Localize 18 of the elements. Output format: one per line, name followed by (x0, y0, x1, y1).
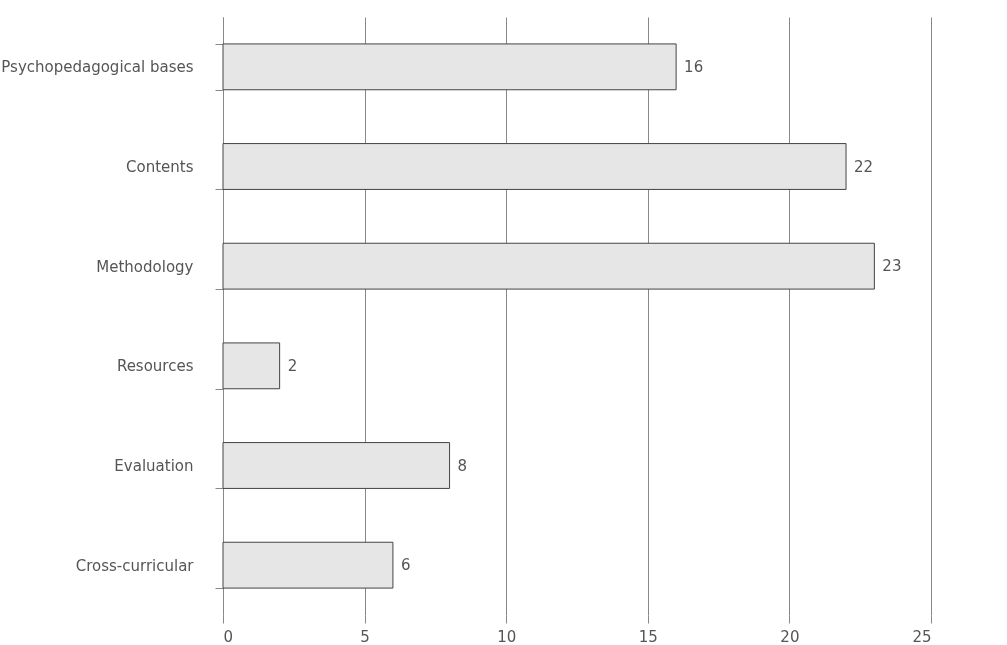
y-tick-label: Evaluation (114, 457, 194, 475)
y-tick-label: Methodology (96, 257, 194, 276)
data-label: 16 (684, 57, 704, 76)
data-label: 23 (882, 257, 902, 276)
data-label: 22 (854, 157, 874, 176)
x-tick-label: 20 (780, 627, 800, 645)
y-tick-label: Cross-curricular (75, 556, 195, 575)
x-tick-label: 5 (360, 627, 370, 645)
data-label: 2 (287, 356, 298, 375)
y-tick-label: Contents (126, 158, 194, 176)
x-tick-label: 25 (912, 627, 932, 645)
x-tick-label: 15 (638, 627, 658, 645)
x-tick-label: 10 (497, 627, 517, 645)
data-label: 6 (400, 556, 411, 575)
y-tick-label: Resources (116, 357, 194, 376)
y-tick-label: Psychopedagogical bases (1, 58, 194, 77)
data-label: 8 (457, 456, 468, 475)
x-tick-label: 0 (223, 627, 234, 645)
